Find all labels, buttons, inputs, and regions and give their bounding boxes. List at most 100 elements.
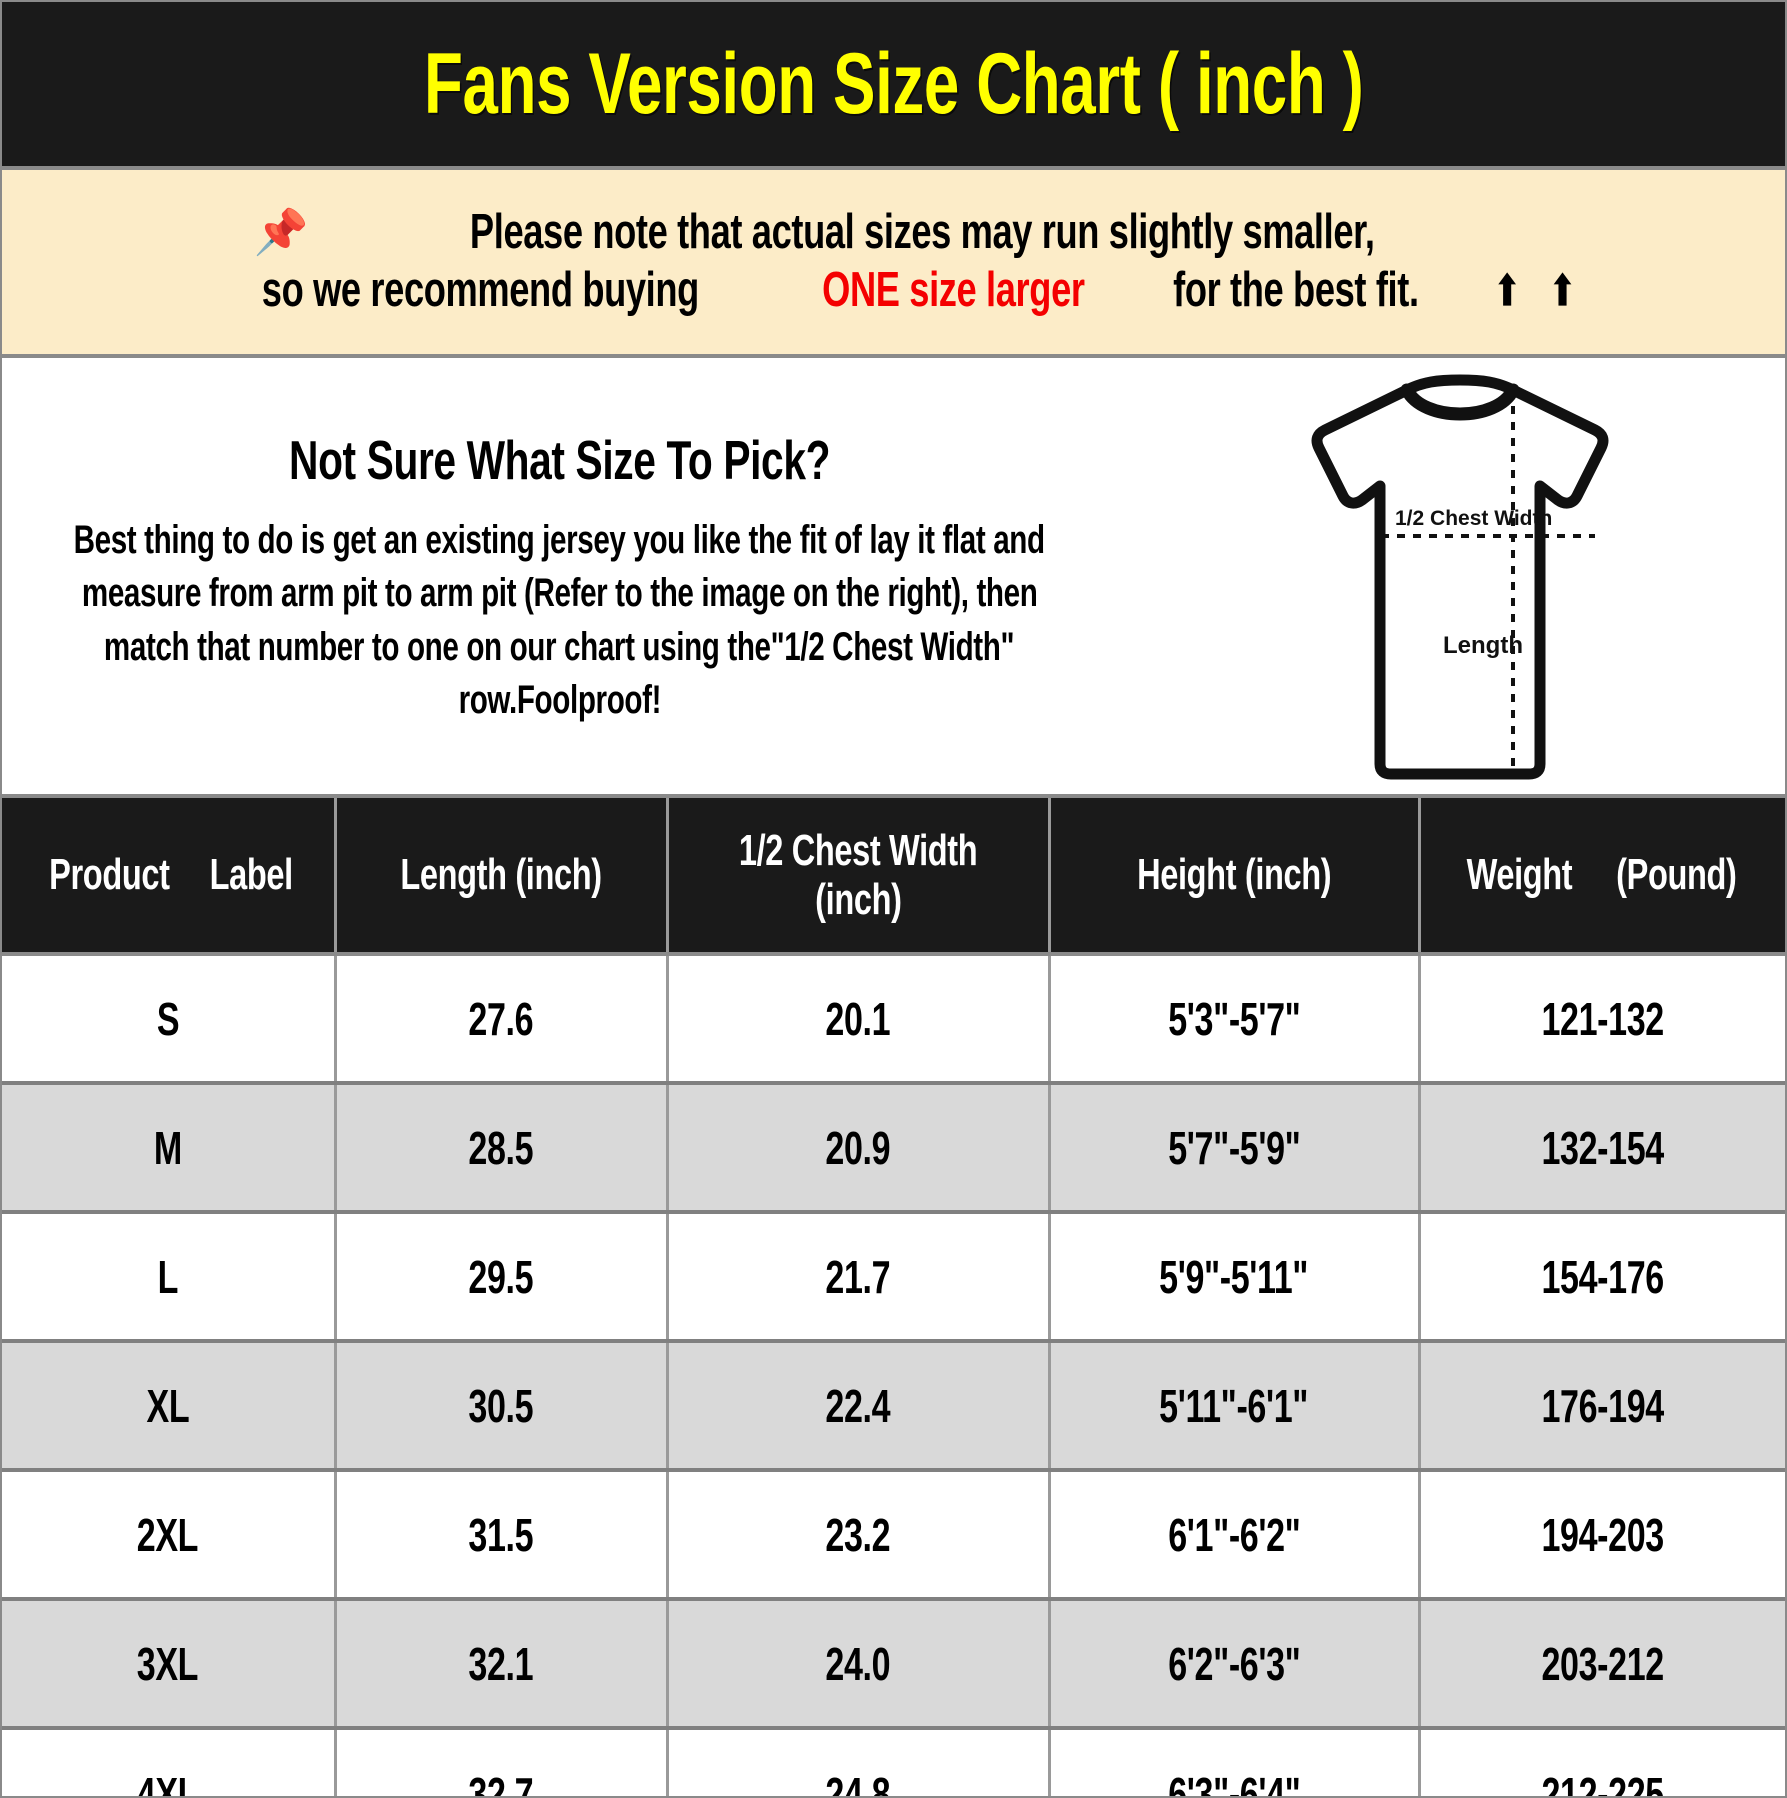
cell-text: 21.7: [825, 1250, 891, 1303]
cell-text: 121-132: [1541, 992, 1665, 1045]
column-header-height: Height (inch): [1049, 798, 1421, 956]
tshirt-collar-path: [1400, 383, 1520, 421]
cell-text: 28.5: [468, 1121, 534, 1174]
cell-half-chest: 20.9: [667, 1081, 1051, 1214]
cell-text: S: [156, 992, 180, 1045]
table-row: L 29.5 21.7 5'9"-5'11" 154-176: [2, 1212, 1785, 1343]
cell-text: 4XL: [137, 1767, 199, 1798]
cell-half-chest: 21.7: [667, 1212, 1051, 1343]
cell-text: 2XL: [137, 1508, 199, 1561]
cell-product-label: 4XL: [2, 1728, 337, 1798]
cell-height: 5'3"-5'7": [1049, 954, 1421, 1085]
cell-product-label: 3XL: [2, 1597, 337, 1730]
length-label: Length: [1443, 632, 1523, 659]
cell-text: 23.2: [825, 1508, 891, 1561]
column-header-half-chest-width: 1/2 Chest Width (inch): [667, 798, 1051, 956]
cell-length: 27.6: [335, 954, 669, 1085]
cell-height: 6'3"-6'4": [1049, 1728, 1421, 1798]
notice-line-2-suffix: for the best fit.: [1173, 263, 1419, 317]
cell-weight: 121-132: [1419, 954, 1785, 1085]
info-body-line: measure from arm pit to arm pit (Refer t…: [81, 571, 1038, 616]
up-arrow-icon: ⬆ ⬆: [1494, 267, 1587, 315]
chart-title-bar: Fans Version Size Chart ( inch ): [2, 2, 1785, 166]
cell-weight: 194-203: [1419, 1470, 1785, 1601]
cell-weight: 176-194: [1419, 1339, 1785, 1472]
cell-length: 28.5: [335, 1081, 669, 1214]
cell-text: 5'9"-5'11": [1159, 1250, 1309, 1303]
info-body-line: row.Foolproof!: [458, 677, 661, 722]
cell-text: 30.5: [468, 1379, 534, 1432]
chest-width-label: 1/2 Chest Width: [1395, 507, 1552, 530]
page-title: Fans Version Size Chart ( inch ): [423, 36, 1364, 132]
cell-text: 20.1: [825, 992, 891, 1045]
header-line: 1/2 Chest Width: [738, 825, 978, 875]
cell-half-chest: 24.0: [667, 1597, 1051, 1730]
cell-height: 5'7"-5'9": [1049, 1081, 1421, 1214]
cell-text: 6'3"-6'4": [1167, 1767, 1301, 1798]
header-line: Length (inch): [400, 850, 602, 900]
cell-text: 6'2"-6'3": [1167, 1637, 1301, 1690]
notice-banner: 📌 Please note that actual sizes may run …: [2, 166, 1785, 358]
cell-height: 6'2"-6'3": [1049, 1597, 1421, 1730]
pushpin-icon: 📌: [253, 208, 309, 258]
column-header-product-label: Product Label: [2, 798, 337, 956]
cell-text: 29.5: [468, 1250, 534, 1303]
tshirt-body-path: [1311, 374, 1609, 780]
table-row: 4XL 32.7 24.8 6'3"-6'4" 212-225: [2, 1728, 1785, 1798]
cell-half-chest: 23.2: [667, 1470, 1051, 1601]
header-line: Height (inch): [1136, 850, 1332, 900]
notice-line-2-prefix: so we recommend buying: [261, 263, 700, 317]
measuring-help-text: Not Sure What Size To Pick? Best thing t…: [2, 358, 1117, 794]
cell-text: 32.1: [468, 1637, 534, 1690]
size-chart-table: Product Label Length (inch) 1/2 Chest Wi…: [2, 798, 1785, 1798]
cell-text: 6'1"-6'2": [1167, 1508, 1301, 1561]
info-body-line: Best thing to do is get an existing jers…: [73, 518, 1046, 563]
cell-text: 20.9: [825, 1121, 891, 1174]
cell-product-label: XL: [2, 1339, 337, 1472]
cell-product-label: S: [2, 954, 337, 1085]
tshirt-diagram: 1/2 Chest Width Length: [1295, 368, 1625, 788]
notice-line-1-text: Please note that actual sizes may run sl…: [469, 205, 1375, 260]
header-line: Label: [209, 850, 294, 900]
cell-height: 6'1"-6'2": [1049, 1470, 1421, 1601]
cell-text: 154-176: [1541, 1250, 1665, 1303]
cell-text: 212-225: [1541, 1767, 1665, 1798]
table-header-row: Product Label Length (inch) 1/2 Chest Wi…: [2, 798, 1785, 956]
cell-length: 29.5: [335, 1212, 669, 1343]
table-row: XL 30.5 22.4 5'11"-6'1" 176-194: [2, 1339, 1785, 1472]
cell-text: 32.7: [468, 1767, 534, 1798]
cell-length: 32.1: [335, 1597, 669, 1730]
cell-height: 5'9"-5'11": [1049, 1212, 1421, 1343]
cell-text: 24.8: [825, 1767, 891, 1798]
cell-length: 32.7: [335, 1728, 669, 1798]
table-row: 2XL 31.5 23.2 6'1"-6'2" 194-203: [2, 1470, 1785, 1601]
cell-text: 132-154: [1541, 1121, 1665, 1174]
header-line: Product: [49, 850, 170, 900]
cell-product-label: L: [2, 1212, 337, 1343]
info-body-line: match that number to one on our chart us…: [104, 624, 1015, 669]
cell-text: 5'7"-5'9": [1167, 1121, 1301, 1174]
column-header-length: Length (inch): [335, 798, 669, 956]
info-heading: Not Sure What Size To Pick?: [288, 429, 831, 492]
cell-weight: 132-154: [1419, 1081, 1785, 1214]
cell-text: 31.5: [468, 1508, 534, 1561]
cell-half-chest: 20.1: [667, 954, 1051, 1085]
table-row: M 28.5 20.9 5'7"-5'9" 132-154: [2, 1081, 1785, 1214]
cell-text: 5'3"-5'7": [1167, 992, 1301, 1045]
cell-text: 203-212: [1541, 1637, 1665, 1690]
cell-half-chest: 24.8: [667, 1728, 1051, 1798]
cell-product-label: 2XL: [2, 1470, 337, 1601]
table-row: 3XL 32.1 24.0 6'2"-6'3" 203-212: [2, 1597, 1785, 1730]
cell-weight: 212-225: [1419, 1728, 1785, 1798]
cell-weight: 203-212: [1419, 1597, 1785, 1730]
cell-length: 30.5: [335, 1339, 669, 1472]
cell-text: XL: [146, 1379, 190, 1432]
measuring-help-section: Not Sure What Size To Pick? Best thing t…: [2, 358, 1785, 798]
cell-text: 194-203: [1541, 1508, 1665, 1561]
cell-half-chest: 22.4: [667, 1339, 1051, 1472]
tshirt-icon: 1/2 Chest Width Length: [1311, 374, 1609, 780]
cell-weight: 154-176: [1419, 1212, 1785, 1343]
notice-line-2: so we recommend buying ONE size larger f…: [185, 262, 1602, 320]
cell-height: 5'11"-6'1": [1049, 1339, 1421, 1472]
